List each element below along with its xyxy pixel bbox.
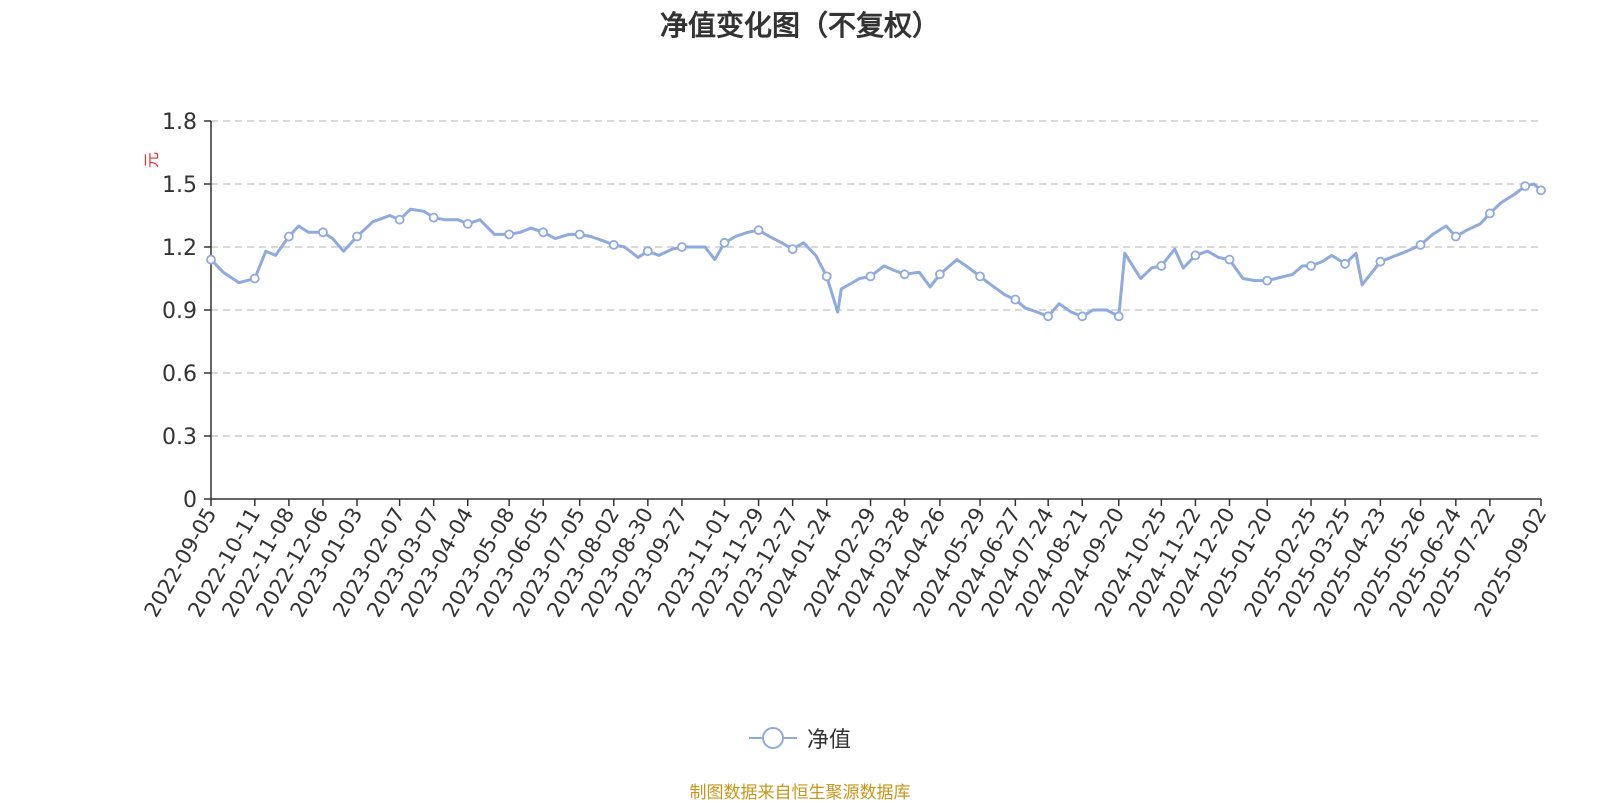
y-tick-label: 0.6: [162, 362, 197, 387]
data-point[interactable]: [821, 271, 832, 282]
data-point[interactable]: [608, 239, 619, 250]
data-point[interactable]: [283, 231, 294, 242]
data-point[interactable]: [787, 244, 798, 255]
y-tick-label: 1.8: [162, 110, 197, 135]
legend-label: 净值: [806, 728, 851, 753]
data-point[interactable]: [1077, 311, 1088, 322]
series-line-net-value: [209, 182, 1542, 318]
y-tick-label: 0.9: [162, 299, 197, 324]
data-point[interactable]: [206, 254, 216, 265]
data-point[interactable]: [719, 237, 730, 248]
y-axis-label: 元: [142, 152, 161, 168]
data-point[interactable]: [428, 212, 439, 223]
marker-layer: [206, 181, 1546, 322]
data-point[interactable]: [1190, 250, 1201, 261]
data-point[interactable]: [1450, 231, 1461, 242]
data-point[interactable]: [1484, 208, 1495, 219]
data-point[interactable]: [677, 242, 687, 252]
data-point[interactable]: [753, 225, 764, 236]
data-point[interactable]: [1375, 256, 1386, 267]
data-point[interactable]: [1224, 254, 1235, 265]
data-point[interactable]: [318, 227, 328, 238]
y-tick-label: 1.2: [162, 236, 197, 261]
data-point[interactable]: [1306, 260, 1316, 271]
data-point[interactable]: [574, 229, 585, 240]
legend[interactable]: 净值: [0, 722, 1600, 757]
data-point[interactable]: [538, 227, 549, 238]
x-tick-labels: 2022-09-052022-10-112022-11-082022-12-06…: [140, 504, 1552, 622]
data-point[interactable]: [504, 229, 515, 240]
data-point[interactable]: [642, 246, 653, 257]
grid-layer: [211, 120, 1541, 437]
axis-layer: [204, 120, 1542, 506]
y-tick-label: 0.3: [162, 425, 197, 450]
source-note: 制图数据来自恒生聚源数据库: [689, 783, 911, 803]
data-point[interactable]: [1415, 239, 1426, 250]
data-point[interactable]: [462, 218, 473, 229]
data-point[interactable]: [1113, 311, 1124, 322]
data-point[interactable]: [352, 231, 362, 242]
data-point[interactable]: [394, 214, 405, 225]
data-point[interactable]: [975, 271, 985, 282]
data-point[interactable]: [1536, 185, 1546, 196]
data-point[interactable]: [934, 269, 945, 280]
data-point[interactable]: [1156, 260, 1167, 271]
data-point[interactable]: [249, 273, 260, 284]
data-point[interactable]: [1520, 181, 1531, 192]
series-layer: [209, 182, 1542, 318]
y-tick-label: 0: [183, 488, 197, 513]
data-point[interactable]: [1043, 311, 1054, 322]
data-point[interactable]: [1010, 294, 1021, 305]
chart-title: 净值变化图（不复权）: [659, 9, 940, 42]
y-tick-labels: 0 0.3 0.6 0.9 1.2 1.5 1.8: [162, 110, 197, 513]
y-tick-label: 1.5: [162, 173, 197, 198]
data-point[interactable]: [865, 271, 876, 282]
data-point[interactable]: [1262, 275, 1273, 286]
legend-line-circle-icon: [748, 727, 797, 749]
data-point[interactable]: [899, 269, 910, 280]
data-point[interactable]: [1340, 258, 1350, 269]
